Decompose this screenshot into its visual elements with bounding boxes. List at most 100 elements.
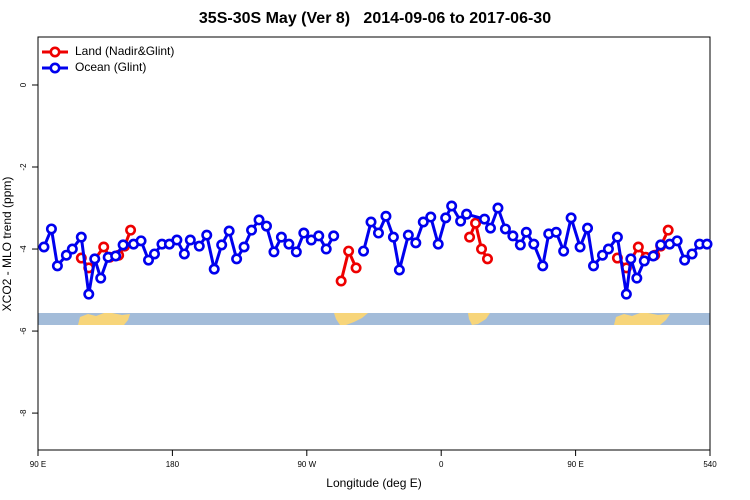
x-tick-label: 0	[439, 460, 444, 469]
land-shape	[614, 313, 670, 325]
point	[596, 249, 608, 261]
point	[283, 238, 295, 250]
point	[298, 227, 310, 239]
legend-label: Ocean (Glint)	[75, 60, 146, 74]
point	[470, 217, 482, 229]
point	[499, 223, 511, 235]
point	[679, 254, 691, 266]
point	[148, 248, 160, 260]
point	[393, 264, 405, 276]
point	[328, 230, 340, 242]
point	[275, 231, 287, 243]
point	[655, 239, 667, 251]
point	[638, 255, 650, 267]
point	[260, 220, 272, 232]
point	[440, 212, 452, 224]
point	[268, 246, 280, 258]
point	[476, 243, 488, 255]
y-axis-label: XCO2 - MLO trend (ppm)	[0, 177, 14, 312]
point	[193, 240, 205, 252]
land-shape	[334, 313, 368, 325]
point	[231, 253, 243, 265]
point	[686, 248, 698, 260]
x-tick-label: 540	[703, 460, 717, 469]
legend-marker	[49, 46, 61, 58]
point	[402, 229, 414, 241]
point	[358, 245, 370, 257]
point	[171, 234, 183, 246]
point	[95, 272, 107, 284]
land-shape	[468, 313, 490, 325]
point	[455, 215, 467, 227]
point	[425, 211, 437, 223]
point	[582, 222, 594, 234]
y-tick-label: 0	[19, 82, 28, 87]
point	[537, 260, 549, 272]
point	[514, 239, 526, 251]
point	[184, 234, 196, 246]
x-tick-label: 180	[166, 460, 180, 469]
point	[464, 231, 476, 243]
point	[365, 216, 377, 228]
point	[38, 241, 50, 253]
point	[446, 200, 458, 212]
point	[588, 260, 600, 272]
point	[110, 250, 122, 262]
point	[625, 253, 637, 265]
y-tick-label: -8	[19, 409, 28, 417]
point	[565, 212, 577, 224]
point	[558, 245, 570, 257]
point	[417, 216, 429, 228]
point	[662, 224, 674, 236]
point	[380, 210, 392, 222]
point	[216, 239, 228, 251]
point	[528, 238, 540, 250]
y-tick-label: -2	[19, 163, 28, 171]
point	[350, 262, 362, 274]
point	[387, 231, 399, 243]
y-tick-label: -4	[19, 245, 28, 253]
point	[98, 241, 110, 253]
point	[671, 235, 683, 247]
point	[372, 227, 384, 239]
point	[246, 224, 258, 236]
point	[335, 275, 347, 287]
point	[238, 241, 250, 253]
point	[66, 243, 78, 255]
x-tick-label: 90 W	[297, 460, 316, 469]
point	[253, 214, 265, 226]
y-tick-label: -6	[19, 327, 28, 335]
chart-title: 35S-30S May (Ver 8) 2014-09-06 to 2017-0…	[199, 10, 551, 27]
x-tick-label: 90 E	[567, 460, 583, 469]
point	[45, 223, 57, 235]
point	[75, 231, 87, 243]
ocean-band	[38, 313, 710, 325]
point	[507, 230, 519, 242]
point	[60, 249, 72, 261]
point	[602, 243, 614, 255]
point	[611, 231, 623, 243]
map-strip	[38, 313, 710, 325]
point	[520, 226, 532, 238]
point	[313, 230, 325, 242]
point	[484, 222, 496, 234]
point	[701, 238, 713, 250]
point	[492, 202, 504, 214]
point	[632, 241, 644, 253]
point	[631, 272, 643, 284]
point	[143, 254, 155, 266]
point	[410, 237, 422, 249]
point	[432, 238, 444, 250]
legend-label: Land (Nadir&Glint)	[75, 44, 174, 58]
point	[117, 239, 129, 251]
point	[481, 253, 493, 265]
point	[574, 241, 586, 253]
point	[620, 288, 632, 300]
point	[208, 263, 220, 275]
point	[51, 260, 63, 272]
point	[461, 208, 473, 220]
point	[125, 224, 137, 236]
point	[89, 253, 101, 265]
x-tick-label: 90 E	[30, 460, 46, 469]
point	[201, 229, 213, 241]
